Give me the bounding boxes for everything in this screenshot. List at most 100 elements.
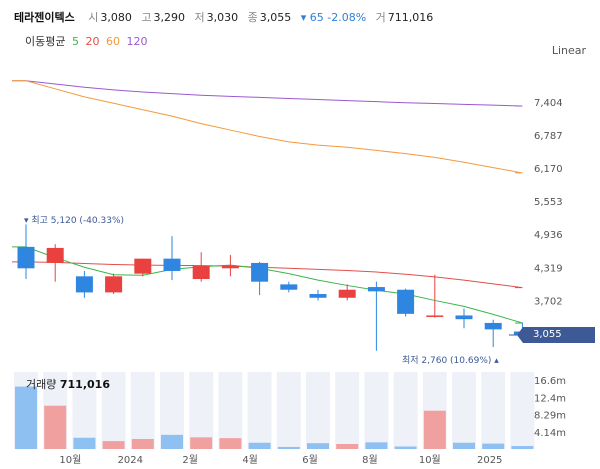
volume-bar [511, 446, 534, 449]
time-tick-label: 10월 [59, 454, 81, 466]
volume-tick-label: 16.6m [534, 376, 566, 387]
time-tick-label: 10월 [419, 454, 441, 466]
time-tick-label: 4월 [242, 454, 258, 466]
price-tick-label: 6,787 [534, 131, 563, 142]
price-tick-label: 3,702 [534, 296, 563, 307]
candle-body [192, 265, 210, 280]
volume-title-value: 711,016 [59, 378, 110, 391]
volume-bars [15, 386, 534, 449]
volume-bar [482, 443, 505, 449]
candle-body [309, 294, 327, 298]
candle-body [338, 289, 356, 298]
time-axis: 10월 2024 2월 4월 6월 8월 10월 2025 [59, 454, 502, 466]
volume-band [510, 372, 535, 449]
volume-bar [365, 442, 388, 449]
volume-band [481, 372, 506, 449]
open-value: 3,080 [100, 11, 132, 24]
moving-average-legend[interactable]: 이동평균 5 20 60 120 [25, 33, 150, 49]
volume-band [130, 372, 155, 449]
volume-tick-label: 12.4m [534, 393, 566, 404]
volume-tick-label: 4.14m [534, 428, 566, 439]
volume-header-value: 711,016 [387, 11, 434, 24]
volume-band [276, 372, 301, 449]
volume-bar [15, 386, 37, 449]
ma-60-label: 60 [105, 35, 120, 48]
volume-band [72, 372, 97, 449]
price-axis: 7,404 6,787 6,170 5,553 4,936 4,319 3,702 [534, 98, 563, 307]
price-tick-label: 4,936 [534, 230, 563, 241]
candle-body [46, 247, 64, 263]
volume-bar [394, 446, 417, 449]
volume-bar [44, 405, 67, 449]
volume-axis: 16.6m 12.4m 8.29m 4.14m [534, 376, 566, 439]
volume-band [218, 372, 243, 449]
volume-band [101, 372, 126, 449]
volume-bar [161, 434, 183, 449]
candle-body [280, 284, 298, 290]
candle-body [105, 276, 123, 293]
close-value: 3,055 [259, 11, 292, 24]
high-marker: ▾ 최고 5,120 (-40.33%) [24, 216, 125, 226]
ma-title: 이동평균 [25, 35, 66, 48]
stock-name[interactable]: 테라젠이텍스 [14, 11, 75, 24]
candle-body [397, 289, 415, 314]
volume-title-label: 거래량 [26, 378, 57, 391]
volume-band [306, 372, 330, 449]
time-tick-label: 6월 [302, 454, 318, 466]
candle-body [134, 258, 152, 274]
candle-body [251, 262, 269, 282]
volume-bar [423, 410, 446, 449]
low-marker: 최저 2,760 (10.69%) ▴ [402, 356, 499, 366]
price-tick-label: 5,553 [534, 197, 563, 208]
volume-band [189, 372, 214, 449]
ma-120-line [12, 80, 523, 107]
ma-5-line [12, 246, 523, 324]
volume-band [335, 372, 360, 449]
low-value: 3,030 [206, 11, 239, 24]
time-tick-label: 8월 [362, 454, 378, 466]
candle-body [75, 276, 93, 293]
high-label: 고 [141, 11, 152, 24]
low-label: 저 [194, 11, 205, 24]
time-tick-label: 2025 [477, 455, 502, 466]
ma-5-label: 5 [71, 35, 79, 48]
ma-20-line [12, 261, 523, 289]
volume-bar [102, 441, 125, 449]
change-value: ▾ 65 -2.08% [300, 11, 367, 24]
stock-header: 테라젠이텍스 시 3,080 고 3,290 저 3,030 종 3,055 ▾ 65 … [14, 9, 439, 25]
candle-body [367, 287, 385, 292]
moving-average-lines [12, 80, 523, 324]
volume-band [247, 372, 272, 449]
volume-bar [307, 443, 329, 449]
volume-bar [277, 446, 300, 449]
scale-toggle-button[interactable]: Linear [551, 44, 586, 57]
volume-bar [453, 442, 475, 449]
volume-band [393, 372, 418, 449]
volume-bar [131, 439, 154, 449]
ma-120-label: 120 [126, 35, 148, 48]
candles [17, 224, 531, 351]
candle-body [17, 246, 35, 269]
volume-bar [248, 442, 271, 449]
volume-header-label: 거 [375, 11, 386, 24]
price-tick-label: 7,404 [534, 98, 563, 109]
candle-body [455, 315, 473, 320]
close-label: 종 [247, 11, 258, 24]
price-tick-label: 6,170 [534, 164, 563, 175]
volume-band [452, 372, 476, 449]
volume-bar [336, 444, 359, 449]
candle-body [163, 258, 181, 271]
time-tick-label: 2024 [118, 455, 143, 466]
ma-20-label: 20 [85, 35, 100, 48]
candle-body [426, 315, 444, 317]
candle-body [221, 265, 239, 269]
time-tick-label: 2월 [182, 454, 198, 466]
volume-bar [190, 437, 213, 449]
open-label: 시 [88, 11, 99, 24]
volume-tick-label: 8.29m [534, 410, 566, 421]
candle-body [484, 322, 502, 330]
price-tick-label: 4,319 [534, 263, 563, 274]
volume-band [364, 372, 389, 449]
volume-title: 거래량 711,016 [26, 376, 110, 392]
